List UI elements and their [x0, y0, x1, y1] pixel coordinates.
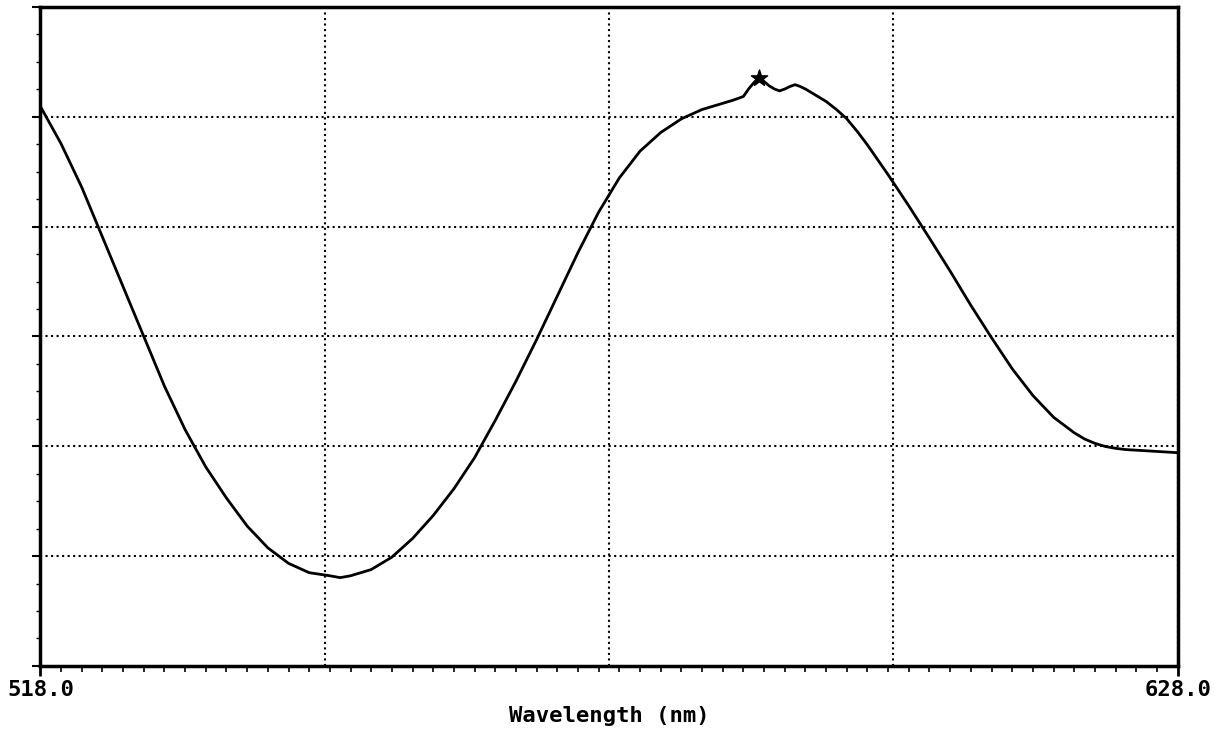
- X-axis label: Wavelength (nm): Wavelength (nm): [509, 706, 709, 726]
- Point: [749, 72, 769, 84]
